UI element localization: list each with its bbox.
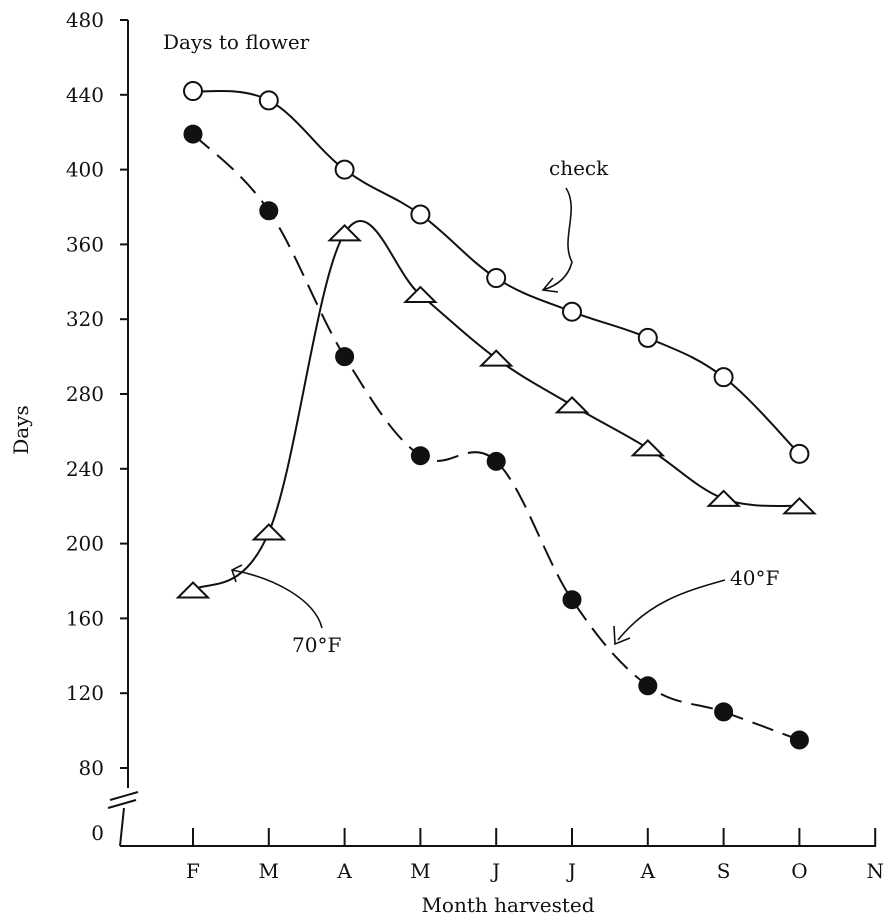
data-point-filled-circle (714, 702, 734, 722)
x-tick-label: M (259, 859, 279, 883)
data-point-filled-circle (410, 446, 430, 466)
data-point-open-circle (410, 204, 431, 225)
data-point-open-triangle (706, 489, 742, 507)
data-point-open-triangle (251, 523, 287, 541)
x-axis-title: Month harvested (421, 893, 594, 917)
arrow-40F (617, 579, 726, 641)
y-tick-label: 360 (66, 232, 104, 256)
data-point-filled-circle (335, 347, 355, 367)
y-axis-title: Days (9, 405, 33, 455)
series-label-70F: 70°F (292, 633, 341, 657)
data-point-filled-circle (789, 730, 809, 750)
series-lines (192, 89, 801, 741)
y-tick-label: 120 (66, 681, 104, 705)
label-70F: 70°F (231, 564, 341, 657)
arrow-check (542, 187, 573, 291)
series-label-check: check (549, 156, 609, 180)
y-tick-label: 80 (79, 756, 104, 780)
arrowhead-40F (613, 625, 631, 646)
data-point-open-circle (713, 367, 734, 388)
data-point-filled-circle (183, 124, 203, 144)
series-markers (175, 81, 817, 750)
x-tick-label: A (336, 859, 352, 883)
data-point-open-triangle (781, 496, 817, 515)
data-point-open-triangle (554, 396, 590, 414)
y-tick-label: 480 (66, 8, 104, 32)
data-point-filled-circle (486, 451, 506, 471)
label-check: check (541, 156, 609, 293)
x-tick-label: M (410, 859, 430, 883)
y-tick-label: 0 (91, 821, 104, 845)
y-axis-lower (119, 807, 125, 847)
series-label-40F: 40°F (730, 566, 779, 590)
data-point-filled-circle (638, 676, 658, 696)
axis-break-mark-2 (107, 799, 137, 809)
y-tick-label: 320 (66, 307, 104, 331)
series-line-2 (192, 133, 800, 741)
arrowhead-70F (231, 564, 243, 583)
axes (107, 20, 876, 847)
data-point-open-triangle (630, 439, 666, 457)
data-point-open-circle (789, 443, 810, 464)
x-tick-label: N (866, 859, 884, 883)
y-tick-label: 400 (66, 158, 104, 182)
x-tick-label: J (566, 859, 576, 883)
data-point-open-triangle (327, 223, 363, 242)
data-point-filled-circle (562, 590, 582, 610)
x-tick-label: F (186, 859, 200, 883)
annotation-days-to-flower: Days to flower (163, 30, 310, 54)
data-point-open-circle (637, 327, 658, 348)
arrowhead-check (541, 277, 559, 293)
data-point-open-triangle (478, 349, 514, 367)
y-ticks: 0 80 120 160 200 240 280 320 360 400 440 480 (66, 8, 128, 845)
y-tick-label: 280 (66, 382, 104, 406)
x-tick-label: O (791, 859, 807, 883)
x-tick-label: S (717, 859, 731, 883)
data-point-open-circle (562, 301, 582, 322)
data-point-open-circle (258, 90, 279, 111)
label-40F: 40°F (613, 566, 779, 646)
data-point-filled-circle (259, 201, 279, 221)
data-point-open-triangle (402, 285, 438, 304)
axis-break-mark-1 (109, 791, 139, 801)
y-tick-label: 200 (66, 532, 104, 556)
data-point-open-circle (334, 159, 355, 180)
data-point-open-circle (486, 268, 507, 289)
y-tick-label: 440 (66, 83, 104, 107)
data-point-open-circle (183, 81, 203, 102)
series-line-1 (192, 220, 800, 592)
y-tick-label: 160 (66, 606, 104, 630)
data-point-open-triangle (175, 581, 211, 599)
arrow-70F (231, 569, 323, 629)
x-tick-label: J (490, 859, 500, 883)
x-tick-label: A (640, 859, 656, 883)
y-tick-label: 240 (66, 457, 104, 481)
